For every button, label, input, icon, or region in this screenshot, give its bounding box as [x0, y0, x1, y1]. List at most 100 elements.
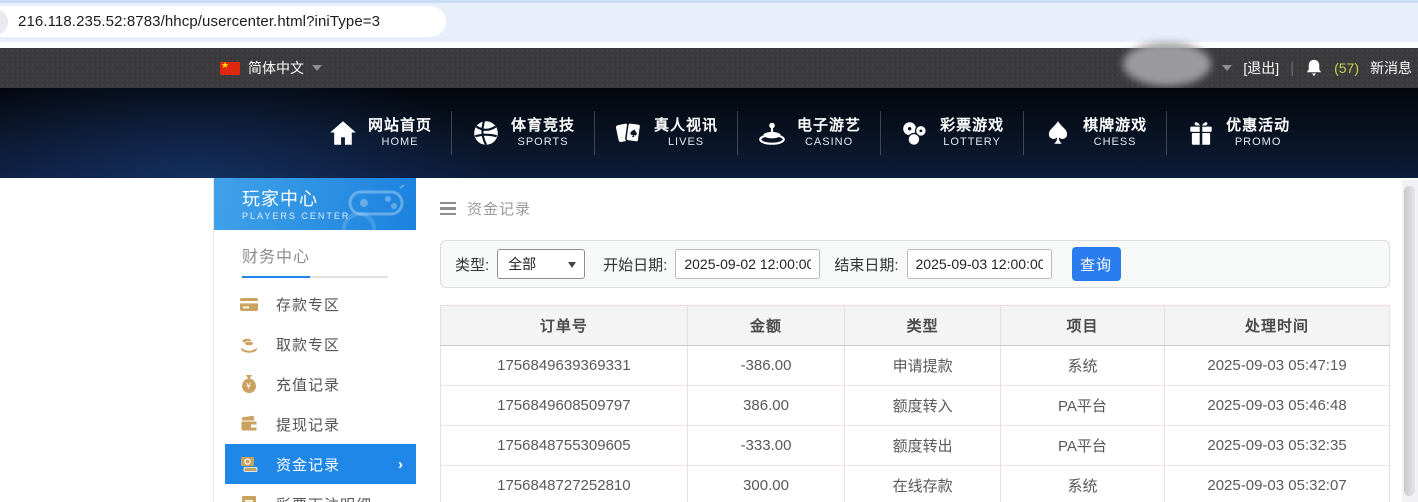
scrollbar-thumb[interactable]: [1404, 186, 1415, 496]
sidebar-item-withdraw-zone[interactable]: 取款专区: [225, 324, 416, 364]
nav-item-lottery[interactable]: 彩票游戏 LOTTERY: [900, 117, 1004, 150]
nav-item-lives[interactable]: 真人视讯 LIVES: [614, 117, 718, 150]
cell-type: 在线存款: [844, 465, 1001, 502]
language-selector[interactable]: ★ 简体中文: [220, 48, 322, 88]
nav-item-chess[interactable]: 棋牌游戏 CHESS: [1043, 117, 1147, 150]
cell-type: 额度转出: [844, 425, 1001, 466]
cell-order: 1756848727252810: [440, 465, 688, 502]
cn-flag-icon: ★: [220, 60, 240, 75]
sidebar-title: 玩家中心: [242, 189, 318, 209]
svg-text:¥: ¥: [245, 381, 252, 391]
nav-label-en: CHESS: [1093, 135, 1137, 148]
language-label: 简体中文: [248, 60, 304, 76]
cell-project: PA平台: [999, 425, 1166, 466]
section-underline: [242, 276, 388, 278]
sidebar-menu: 存款专区 取款专区 ¥ 充值记录 提现记录 资金记录 › 彩票下注: [214, 284, 416, 502]
type-select[interactable]: 全部: [497, 249, 586, 279]
cell-time: 2025-09-03 05:47:19: [1164, 345, 1390, 386]
chevron-down-icon: [312, 65, 322, 71]
cell-amount: -333.00: [686, 425, 846, 466]
gamepad-deco-icon: [348, 184, 405, 216]
nav-label-en: SPORTS: [517, 135, 569, 148]
nav-item-sports[interactable]: 体育竞技 SPORTS: [471, 117, 575, 150]
sidebar-item-recharge-records[interactable]: ¥ 充值记录: [225, 364, 416, 404]
start-date-label: 开始日期:: [603, 256, 668, 274]
bell-icon[interactable]: [1305, 58, 1323, 78]
cell-type: 申请提款: [844, 345, 1001, 386]
col-header-amount: 金额: [686, 305, 846, 346]
cell-time: 2025-09-03 05:32:35: [1164, 425, 1390, 466]
cell-project: PA平台: [999, 385, 1166, 426]
chevron-down-icon: [1222, 65, 1233, 71]
document-icon: [242, 496, 256, 502]
site-favicon: s: [0, 9, 8, 35]
spade-icon: [1048, 121, 1068, 144]
sidebar-section-finance[interactable]: 财务中心: [214, 230, 416, 278]
cell-project: 系统: [999, 465, 1166, 502]
address-bar[interactable]: s 216.118.235.52:8783/hhcp/usercenter.ht…: [0, 6, 446, 37]
cell-project: 系统: [999, 345, 1166, 386]
sidebar-item-lottery-bet-details[interactable]: 彩票下注明细: [225, 484, 416, 502]
browser-top-edge: [0, 0, 1418, 3]
nav-label-en: PROMO: [1234, 135, 1282, 148]
sidebar: 玩家中心 PLAYERS CENTER 财务中心 存款专区 取款专区 ¥ 充值记…: [213, 178, 416, 502]
nav-label-cn: 真人视讯: [654, 116, 719, 134]
end-date-input[interactable]: [906, 249, 1052, 279]
main-content: 资金记录 类型: 全部 开始日期: 结束日期: 查询 订单号 金额 类型: [440, 178, 1390, 502]
url-text: 216.118.235.52:8783/hhcp/usercenter.html…: [18, 13, 381, 30]
message-count-badge: (57): [1334, 60, 1359, 76]
search-button[interactable]: 查询: [1071, 247, 1121, 281]
sidebar-item-deposit-zone[interactable]: 存款专区: [225, 284, 416, 324]
nav-label-en: LIVES: [667, 135, 705, 148]
nav-label-cn: 网站首页: [368, 116, 433, 134]
sidebar-item-withdraw-records[interactable]: 提现记录: [225, 404, 416, 444]
chevron-right-icon: ›: [398, 455, 404, 473]
sidebar-header: 玩家中心 PLAYERS CENTER: [214, 178, 416, 230]
logout-button[interactable]: [退出]: [1243, 60, 1280, 76]
browser-chrome: s 216.118.235.52:8783/hhcp/usercenter.ht…: [0, 0, 1418, 48]
cell-order: 1756849639369331: [440, 345, 688, 386]
table-row: 1756848755309605 -333.00 额度转出 PA平台 2025-…: [440, 425, 1390, 466]
lottery-balls-icon: [903, 122, 927, 146]
col-header-order: 订单号: [440, 305, 688, 346]
page-title: 资金记录: [467, 201, 532, 218]
nav-item-promo[interactable]: 优惠活动 PROMO: [1186, 117, 1290, 150]
table-row: 1756849608509797 386.00 额度转入 PA平台 2025-0…: [440, 385, 1390, 426]
type-select-value: 全部: [508, 256, 537, 272]
money-bag-icon: ¥: [242, 375, 256, 393]
nav-label-cn: 彩票游戏: [940, 116, 1005, 134]
sidebar-item-label: 彩票下注明细: [276, 494, 372, 502]
cell-amount: 386.00: [686, 385, 846, 426]
nav-item-casino[interactable]: 电子游艺 CASINO: [757, 117, 861, 150]
coins-icon: [241, 457, 258, 472]
end-date-label: 结束日期:: [834, 256, 899, 274]
wallet-icon: [240, 415, 258, 432]
breadcrumb: 资金记录: [440, 178, 1390, 224]
account-bar: ★ 简体中文 [退出] | (57) 新消息: [0, 42, 1418, 88]
new-messages-link[interactable]: 新消息: [1370, 60, 1412, 76]
gift-icon: [1190, 121, 1212, 145]
nav-divider: [1023, 111, 1025, 155]
sports-ball-icon: [474, 120, 498, 146]
start-date-input[interactable]: [675, 249, 821, 279]
nav-label-en: LOTTERY: [943, 135, 1001, 148]
divider: |: [1290, 59, 1295, 77]
nav-divider: [880, 111, 882, 155]
username-redacted[interactable]: [1123, 42, 1212, 86]
cell-amount: 300.00: [686, 465, 846, 502]
sidebar-item-label: 取款专区: [276, 336, 341, 354]
roulette-icon: [759, 122, 785, 145]
cell-amount: -386.00: [686, 345, 846, 386]
deposit-card-icon: [240, 298, 258, 311]
nav-item-home[interactable]: 网站首页 HOME: [328, 117, 432, 150]
chevron-down-icon: [568, 262, 577, 268]
sidebar-item-label: 存款专区: [276, 296, 341, 314]
sidebar-subtitle: PLAYERS CENTER: [242, 211, 351, 221]
table-row: 1756848727252810 300.00 在线存款 系统 2025-09-…: [440, 465, 1390, 502]
sidebar-item-label: 提现记录: [276, 416, 341, 434]
cell-type: 额度转入: [844, 385, 1001, 426]
nav-label-en: CASINO: [804, 135, 854, 148]
sidebar-item-funds-records[interactable]: 资金记录 ›: [225, 444, 416, 484]
section-label: 财务中心: [242, 249, 311, 266]
